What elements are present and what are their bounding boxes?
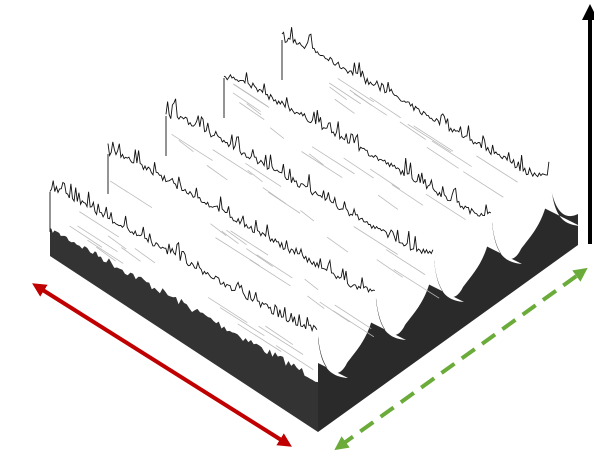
hatching	[307, 296, 324, 309]
ridges	[50, 27, 580, 378]
